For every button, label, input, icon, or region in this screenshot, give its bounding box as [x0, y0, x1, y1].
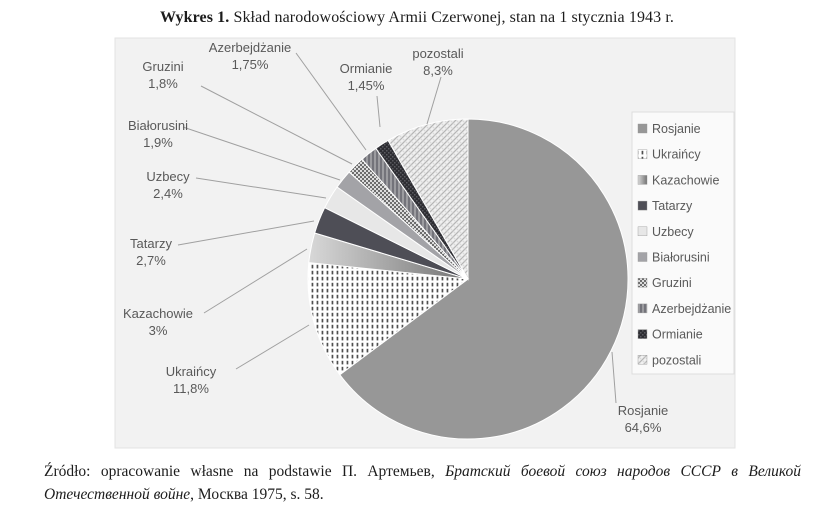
- leader-line-ukraincy: [235, 324, 310, 370]
- legend-swatch-kazachowie: [637, 175, 648, 185]
- legend-swatch-tatarzy: [637, 200, 648, 211]
- legend-box: [631, 111, 735, 375]
- source-text-suffix: , Москва 1975, s. 58.: [190, 485, 324, 503]
- slice-label-name-kazachowie: Kazachowie: [123, 306, 193, 321]
- leader-line-azerbejdzanie: [295, 52, 367, 151]
- leader-line-uzbecy: [195, 177, 327, 199]
- legend-label-rosjanie: Rosjanie: [652, 122, 701, 136]
- leader-line-rosjanie: [611, 351, 617, 404]
- pie-slices: [307, 118, 629, 440]
- slice-label-value-gruzini: 1,8%: [148, 76, 178, 91]
- legend-swatch-uzbecy: [637, 226, 648, 237]
- pie-slice-pozostali: [387, 118, 469, 281]
- leader-line-tatarzy: [177, 220, 315, 246]
- slice-label-value-kazachowie: 3%: [149, 323, 168, 338]
- slice-label-value-azerbejdzanie: 1,75%: [232, 57, 269, 72]
- slice-label-value-ormianie: 1,45%: [348, 78, 385, 93]
- source-text-prefix: Źródło: opracowanie własne na podstawie …: [44, 463, 446, 480]
- leader-line-ormianie: [376, 95, 381, 128]
- leader-line-bialorusini: [182, 126, 341, 181]
- chart-title-text: Skład narodowościowy Armii Czerwonej, st…: [229, 9, 674, 26]
- legend-label-ukraincy: Ukraińcy: [652, 148, 701, 162]
- slice-label-name-ukraincy: Ukraińcy: [166, 364, 217, 379]
- legend-swatch-azerbejdzanie: [637, 303, 648, 314]
- legend-swatch-pozostali: [637, 355, 648, 365]
- legend-label-bialorusini: Białorusini: [652, 251, 710, 265]
- legend-label-ormianie: Ormianie: [652, 328, 703, 342]
- legend-swatch-bialorusini: [637, 252, 648, 262]
- chart-title: Wykres 1. Skład narodowościowy Armii Cze…: [0, 9, 834, 27]
- source-note: Źródło: opracowanie własne na podstawie …: [44, 461, 801, 507]
- legend-swatch-rosjanie: [637, 123, 648, 134]
- legend-label-uzbecy: Uzbecy: [652, 225, 694, 239]
- legend-label-gruzini: Gruzini: [652, 276, 692, 290]
- legend-label-pozostali: pozostali: [652, 353, 701, 367]
- legend: Rosjanie Ukraińcy Kazachowie Tatarzy Uzbecy B…: [637, 122, 731, 367]
- legend-swatch-ormianie: [637, 329, 648, 339]
- slice-label-name-uzbecy: Uzbecy: [146, 169, 190, 184]
- slice-label-name-azerbejdzanie: Azerbejdżanie: [209, 40, 291, 55]
- slice-label-name-pozostali: pozostali: [412, 46, 463, 61]
- leader-line-gruzini: [200, 85, 353, 165]
- chart-title-number: Wykres 1.: [160, 9, 230, 26]
- slice-label-value-rosjanie: 64,6%: [625, 420, 662, 435]
- slice-label-value-uzbecy: 2,4%: [153, 186, 183, 201]
- source-title-italic: Братский боевой союз народов СССР в Вели…: [44, 463, 801, 503]
- legend-label-azerbejdzanie: Azerbejdżanie: [652, 302, 731, 316]
- leader-line-pozostali: [426, 76, 442, 125]
- legend-label-tatarzy: Tatarzy: [652, 199, 693, 213]
- slice-label-value-pozostali: 8,3%: [423, 63, 453, 78]
- slice-labels: Rosjanie 64,6% Ukraińcy 11,8% Kazachowie 3% Ta…: [123, 40, 668, 435]
- slice-label-value-tatarzy: 2,7%: [136, 253, 166, 268]
- slice-label-name-tatarzy: Tatarzy: [130, 236, 172, 251]
- legend-swatch-ukraincy: [637, 149, 648, 159]
- leader-lines: [177, 52, 617, 404]
- slice-label-name-bialorusini: Białorusini: [128, 118, 188, 133]
- slice-label-name-gruzini: Gruzini: [142, 59, 183, 74]
- legend-label-kazachowie: Kazachowie: [652, 173, 719, 187]
- pie-slice-ukraincy: [307, 262, 470, 376]
- pie-slice-rosjanie: [339, 118, 629, 440]
- slice-label-name-rosjanie: Rosjanie: [618, 403, 669, 418]
- slice-label-value-ukraincy: 11,8%: [173, 381, 209, 396]
- leader-line-kazachowie: [203, 248, 308, 314]
- slice-label-name-ormianie: Ormianie: [340, 61, 393, 76]
- slice-label-value-bialorusini: 1,9%: [143, 135, 173, 150]
- legend-swatch-gruzini: [637, 278, 648, 288]
